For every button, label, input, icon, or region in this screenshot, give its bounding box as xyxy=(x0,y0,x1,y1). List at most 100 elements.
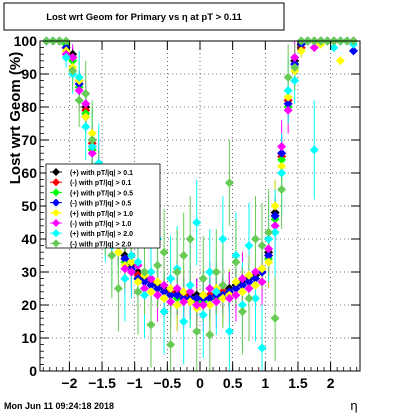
data-point xyxy=(211,287,221,297)
legend-marker xyxy=(52,188,60,197)
legend-marker xyxy=(52,239,60,248)
data-point xyxy=(61,53,71,62)
data-point xyxy=(237,280,247,290)
data-point xyxy=(87,135,97,145)
data-point xyxy=(192,218,202,227)
data-point xyxy=(139,284,149,293)
data-point xyxy=(296,46,306,56)
data-point xyxy=(224,178,234,188)
data-point xyxy=(270,211,280,221)
data-point xyxy=(172,290,182,300)
y-tick-label: 90 xyxy=(21,66,37,82)
data-point xyxy=(277,185,287,194)
data-point xyxy=(153,277,163,287)
data-point xyxy=(237,307,247,317)
data-point xyxy=(87,128,97,138)
data-point xyxy=(159,247,169,257)
legend: (+) with pT/|q| > 0.1 (-) with pT/|q| > 0… xyxy=(45,163,161,249)
x-tick-label: 1 xyxy=(261,375,269,391)
data-point xyxy=(329,43,339,53)
data-point xyxy=(153,284,163,293)
data-point xyxy=(166,340,176,350)
data-point xyxy=(283,86,293,95)
data-point xyxy=(277,168,287,178)
data-point xyxy=(126,251,136,260)
data-point xyxy=(120,254,130,264)
data-point xyxy=(126,257,136,267)
data-point xyxy=(264,234,274,244)
data-point xyxy=(309,145,319,155)
data-point xyxy=(264,227,274,237)
data-point xyxy=(172,300,182,310)
y-tick-label: 30 xyxy=(21,264,37,280)
data-point xyxy=(74,95,84,105)
data-point xyxy=(113,284,123,293)
legend-label: (+) with pT/|q| > 2.0 xyxy=(70,231,133,238)
data-point xyxy=(81,122,91,132)
data-point xyxy=(133,257,143,267)
data-point xyxy=(139,267,149,277)
data-point xyxy=(172,267,182,277)
legend-marker xyxy=(52,168,60,176)
legend-box xyxy=(45,163,161,249)
data-point xyxy=(179,251,189,260)
data-point xyxy=(218,293,228,303)
data-point xyxy=(270,201,280,211)
data-point xyxy=(159,293,169,303)
legend-label: (+) with pT/|q| > 1.0 xyxy=(70,211,133,218)
data-point xyxy=(231,290,241,300)
data-point xyxy=(264,251,274,260)
data-point xyxy=(139,290,149,300)
data-point xyxy=(218,234,228,244)
data-point xyxy=(74,86,84,95)
y-tick-label: 40 xyxy=(21,231,37,247)
data-point xyxy=(153,260,163,270)
data-point xyxy=(198,290,208,300)
x-tick-label: −1.5 xyxy=(88,375,116,391)
data-point xyxy=(166,274,176,284)
data-point xyxy=(185,234,195,244)
data-point xyxy=(146,287,156,297)
data-point xyxy=(231,251,241,260)
chart-title: Lost wrt Geom for Primary vs η at pT > 0… xyxy=(46,12,242,23)
data-point xyxy=(166,297,176,307)
legend-label: (-) with pT/|q| > 0.1 xyxy=(70,180,131,187)
data-point xyxy=(264,244,274,254)
data-point xyxy=(87,148,97,158)
data-point xyxy=(283,99,293,109)
data-point xyxy=(277,155,287,165)
data-point xyxy=(251,234,261,244)
data-point xyxy=(81,112,91,122)
data-point xyxy=(244,270,254,280)
data-point xyxy=(257,277,267,287)
data-point xyxy=(224,293,234,303)
legend-marker xyxy=(52,198,60,207)
data-point xyxy=(211,267,221,277)
data-point xyxy=(198,274,208,284)
x-tick-label: −2 xyxy=(61,375,77,391)
legend-marker xyxy=(52,178,60,187)
y-tick-label: 80 xyxy=(21,99,37,115)
data-point xyxy=(237,287,247,297)
data-point xyxy=(166,290,176,300)
data-point xyxy=(192,293,202,303)
data-point xyxy=(251,293,261,303)
footer-timestamp: Mon Jun 11 09:24:18 2018 xyxy=(4,401,114,411)
legend-label: (-) with pT/|q| > 0.5 xyxy=(70,201,131,208)
y-tick-label: 20 xyxy=(21,297,37,313)
data-point xyxy=(231,284,241,293)
x-tick-label: 0.5 xyxy=(223,375,243,391)
y-tick-label: 100 xyxy=(14,33,38,49)
data-point xyxy=(153,290,163,300)
y-tick-label: 10 xyxy=(21,330,37,346)
data-point xyxy=(185,297,195,307)
data-point xyxy=(146,267,156,277)
data-point xyxy=(139,277,149,287)
data-point xyxy=(172,284,182,293)
data-point xyxy=(205,300,215,310)
data-point xyxy=(244,284,254,293)
data-point xyxy=(257,241,267,251)
data-point xyxy=(198,310,208,320)
y-tick-label: 60 xyxy=(21,165,37,181)
